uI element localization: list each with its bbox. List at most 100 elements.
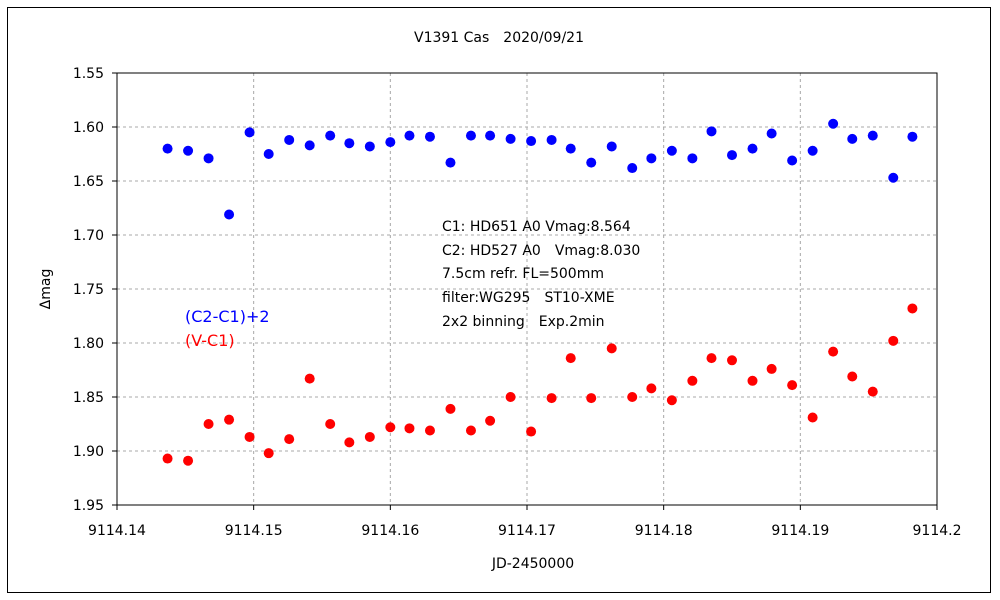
data-point-series-0 bbox=[888, 172, 899, 183]
data-point-series-0 bbox=[385, 137, 396, 148]
data-point-series-0 bbox=[867, 130, 878, 141]
data-point-series-0 bbox=[747, 143, 758, 154]
data-point-series-0 bbox=[465, 130, 476, 141]
legend-c2-c1: (C2-C1)+2 bbox=[185, 307, 270, 326]
data-point-series-0 bbox=[424, 131, 435, 142]
data-point-series-0 bbox=[706, 126, 717, 137]
data-point-series-0 bbox=[505, 133, 516, 144]
data-point-series-1 bbox=[485, 415, 496, 426]
data-point-series-0 bbox=[325, 130, 336, 141]
y-tick-label: 1.80 bbox=[73, 336, 104, 352]
x-tick-label: 9114.14 bbox=[88, 523, 146, 539]
data-point-series-1 bbox=[325, 419, 336, 429]
data-point-series-1 bbox=[424, 425, 435, 436]
data-point-series-1 bbox=[565, 353, 576, 364]
annotation-binning: 2x2 binning Exp.2min bbox=[442, 314, 605, 330]
y-axis: 1.55 1.60 1.65 1.70 1.75 1.80 1.85 1.90 1.95 bbox=[73, 66, 117, 514]
data-point-series-1 bbox=[465, 425, 476, 436]
data-point-series-0 bbox=[445, 157, 456, 168]
data-point-series-0 bbox=[687, 153, 698, 164]
data-point-series-1 bbox=[747, 375, 758, 386]
data-point-series-0 bbox=[807, 145, 818, 156]
annotation-filter: filter:WG295 ST10-XME bbox=[442, 290, 615, 306]
data-points bbox=[162, 118, 918, 466]
x-tick-label: 9114.17 bbox=[498, 523, 556, 539]
x-tick-label: 9114.16 bbox=[361, 523, 419, 539]
data-point-series-1 bbox=[766, 363, 777, 374]
data-point-series-1 bbox=[224, 414, 235, 425]
y-tick-label: 1.85 bbox=[73, 390, 104, 406]
data-point-series-1 bbox=[304, 373, 315, 384]
data-point-series-0 bbox=[586, 157, 597, 168]
data-point-series-1 bbox=[526, 426, 537, 437]
x-tick-label: 9114.15 bbox=[225, 523, 283, 539]
data-point-series-0 bbox=[203, 153, 214, 164]
y-tick-label: 1.95 bbox=[73, 498, 104, 514]
data-point-series-0 bbox=[828, 118, 839, 129]
data-point-series-1 bbox=[787, 380, 798, 391]
x-axis: 9114.14 9114.15 9114.16 9114.17 9114.18 9114.… bbox=[88, 505, 962, 539]
data-point-series-1 bbox=[505, 392, 516, 402]
y-tick-label: 1.70 bbox=[73, 228, 104, 244]
data-point-series-0 bbox=[404, 130, 415, 141]
y-axis-label: Δmag bbox=[38, 269, 54, 310]
data-point-series-1 bbox=[666, 395, 677, 406]
data-point-series-0 bbox=[727, 150, 737, 161]
data-point-series-0 bbox=[364, 141, 375, 152]
y-tick-label: 1.75 bbox=[73, 282, 104, 298]
data-point-series-0 bbox=[546, 134, 557, 145]
data-point-series-0 bbox=[485, 130, 496, 141]
data-point-series-0 bbox=[787, 155, 798, 166]
annotation-telescope: 7.5cm refr. FL=500mm bbox=[442, 266, 604, 282]
x-tick-label: 9114.18 bbox=[635, 523, 693, 539]
data-point-series-1 bbox=[627, 392, 638, 402]
data-point-series-1 bbox=[828, 346, 839, 357]
data-point-series-0 bbox=[606, 141, 617, 152]
data-point-series-1 bbox=[706, 353, 717, 364]
data-point-series-1 bbox=[847, 371, 858, 382]
y-tick-label: 1.65 bbox=[73, 174, 104, 190]
data-point-series-1 bbox=[888, 335, 899, 346]
data-point-series-0 bbox=[646, 153, 657, 164]
data-point-series-1 bbox=[263, 448, 274, 459]
data-point-series-1 bbox=[687, 375, 698, 386]
data-point-series-0 bbox=[284, 134, 295, 145]
data-point-series-1 bbox=[606, 343, 617, 354]
y-tick-label: 1.60 bbox=[73, 120, 104, 136]
data-point-series-0 bbox=[183, 145, 194, 156]
data-point-series-1 bbox=[244, 431, 255, 442]
data-point-series-1 bbox=[344, 437, 355, 448]
data-point-series-0 bbox=[847, 133, 858, 144]
annotation-block: C1: HD651 A0 Vmag:8.564 C2: HD527 A0 Vma… bbox=[442, 219, 640, 330]
data-point-series-1 bbox=[646, 383, 657, 394]
data-point-series-1 bbox=[183, 455, 194, 466]
data-point-series-1 bbox=[907, 303, 918, 314]
y-tick-label: 1.55 bbox=[73, 66, 104, 82]
data-point-series-0 bbox=[162, 143, 173, 154]
grid bbox=[117, 73, 937, 505]
data-point-series-1 bbox=[445, 403, 456, 414]
data-point-series-0 bbox=[565, 143, 576, 154]
data-point-series-1 bbox=[385, 422, 396, 433]
data-point-series-1 bbox=[364, 431, 375, 442]
data-point-series-0 bbox=[666, 145, 677, 156]
data-point-series-0 bbox=[344, 138, 355, 149]
data-point-series-0 bbox=[766, 128, 777, 139]
data-point-series-0 bbox=[526, 136, 537, 147]
legend-v-c1: (V-C1) bbox=[185, 331, 235, 350]
data-point-series-1 bbox=[162, 453, 173, 464]
data-point-series-1 bbox=[586, 393, 597, 404]
data-point-series-0 bbox=[907, 131, 918, 142]
data-point-series-1 bbox=[807, 412, 818, 423]
x-tick-label: 9114.19 bbox=[771, 523, 829, 539]
chart-frame bbox=[7, 7, 991, 593]
data-point-series-0 bbox=[304, 140, 315, 151]
data-point-series-1 bbox=[867, 386, 878, 397]
annotation-c1: C1: HD651 A0 Vmag:8.564 bbox=[442, 219, 631, 235]
data-point-series-0 bbox=[627, 163, 638, 174]
data-point-series-0 bbox=[244, 127, 255, 138]
x-axis-label: JD-2450000 bbox=[491, 556, 574, 572]
data-point-series-1 bbox=[727, 355, 737, 366]
chart-title: V1391 Cas 2020/09/21 bbox=[414, 30, 584, 46]
